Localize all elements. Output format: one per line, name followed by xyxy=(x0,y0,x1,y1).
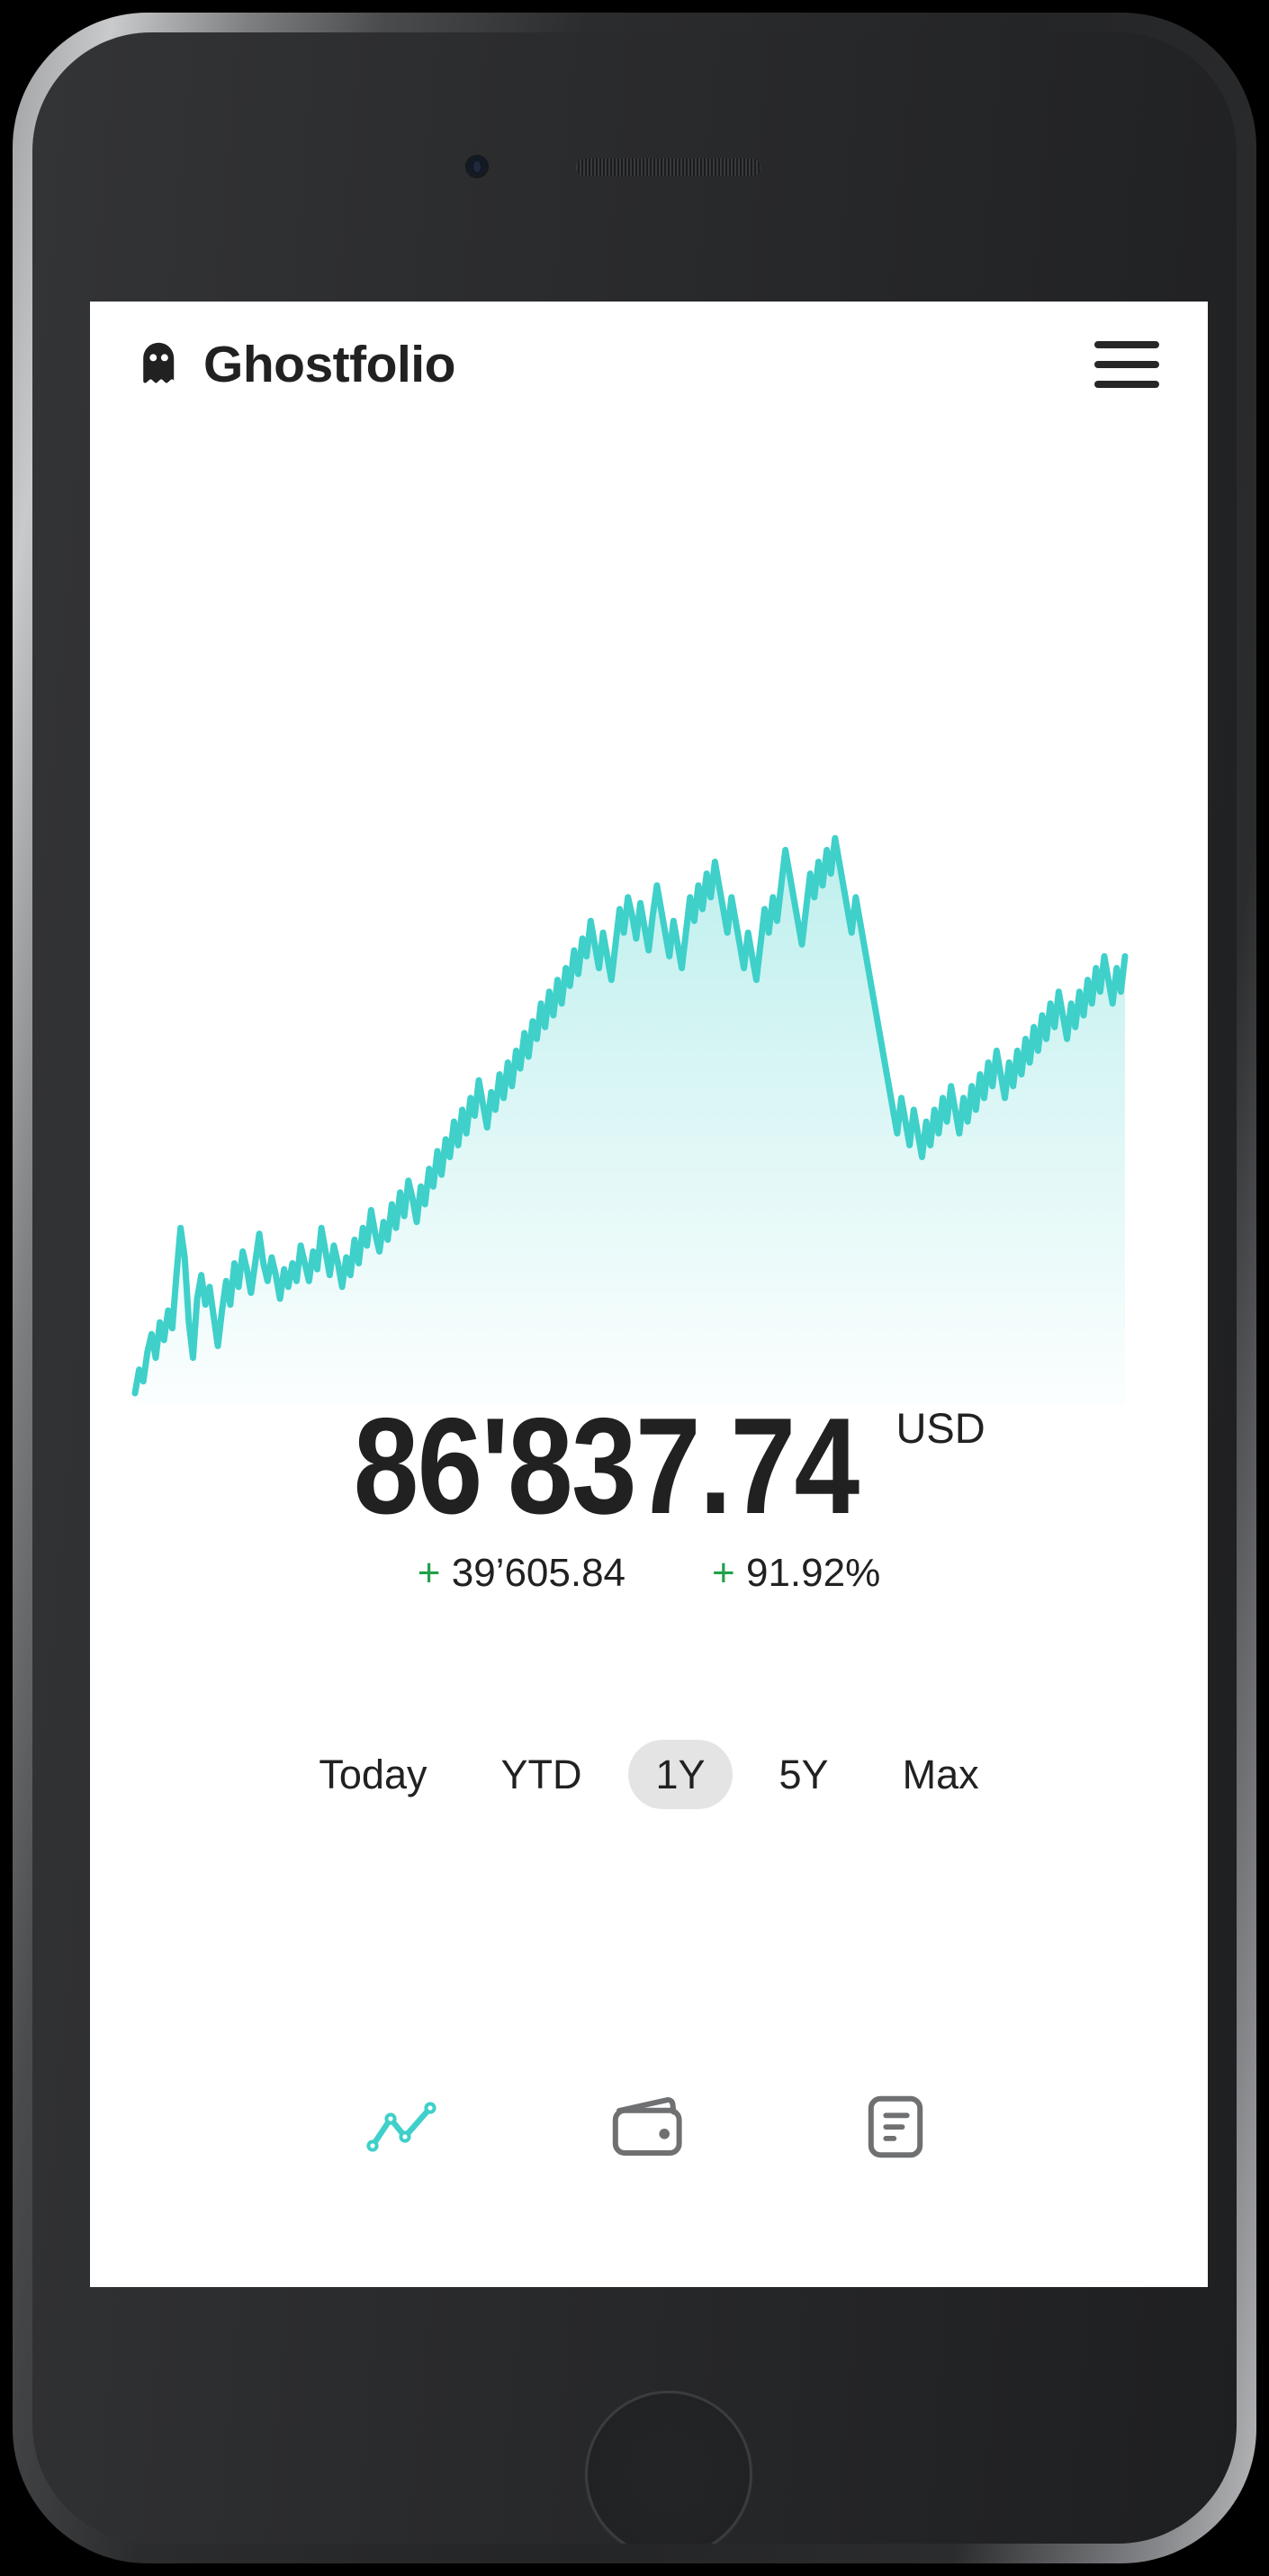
nav-item-analytics[interactable] xyxy=(348,2082,456,2172)
phone-device-frame: Ghostfolio xyxy=(13,13,1256,2563)
earpiece-speaker xyxy=(576,158,760,176)
portfolio-chart-svg xyxy=(131,834,1129,1405)
percent-change-value: 91.92% xyxy=(745,1551,881,1595)
absolute-change-sign: + xyxy=(417,1551,441,1595)
bottom-navigation xyxy=(90,2082,1208,2172)
portfolio-value: 86'837.74 xyxy=(353,1390,860,1543)
front-camera-icon xyxy=(465,155,489,178)
analytics-line-chart-icon xyxy=(366,2102,436,2152)
range-chip-5y[interactable]: 5Y xyxy=(752,1740,856,1809)
range-chip-max[interactable]: Max xyxy=(876,1740,1006,1809)
summary-document-icon xyxy=(868,2095,923,2158)
home-button[interactable] xyxy=(585,2391,752,2544)
range-chip-1y[interactable]: 1Y xyxy=(628,1740,733,1809)
menu-bar-2 xyxy=(1094,361,1159,368)
phone-screen: Ghostfolio xyxy=(90,302,1208,2287)
nav-item-wallet[interactable] xyxy=(595,2082,703,2172)
brand-name: Ghostfolio xyxy=(203,335,455,393)
wallet-icon xyxy=(612,2097,682,2156)
app-header: Ghostfolio xyxy=(90,302,1208,428)
menu-bar-1 xyxy=(1094,341,1159,348)
absolute-change: + 39’605.84 xyxy=(418,1551,626,1596)
ghost-icon xyxy=(143,342,175,383)
percent-change: + 91.92% xyxy=(712,1551,880,1596)
portfolio-value-row: 86'837.74 USD xyxy=(312,1390,986,1543)
hamburger-menu-icon[interactable] xyxy=(1089,327,1165,402)
menu-bar-3 xyxy=(1094,381,1159,388)
portfolio-value-block: 86'837.74 USD + 39’605.84 + 91.92% xyxy=(90,1398,1208,1596)
absolute-change-value: 39’605.84 xyxy=(451,1551,626,1595)
date-range-selector: Today YTD 1Y 5Y Max xyxy=(90,1740,1208,1809)
range-chip-ytd[interactable]: YTD xyxy=(473,1740,608,1809)
range-chip-today[interactable]: Today xyxy=(292,1740,454,1809)
brand-logo-link[interactable]: Ghostfolio xyxy=(135,335,455,393)
chart-line xyxy=(131,834,1129,1397)
phone-body: Ghostfolio xyxy=(32,32,1237,2544)
nav-item-summary[interactable] xyxy=(842,2082,950,2172)
chart-area-fill xyxy=(135,838,1125,1405)
portfolio-change-row: + 39’605.84 + 91.92% xyxy=(90,1551,1208,1596)
portfolio-performance-chart[interactable] xyxy=(90,806,1208,1409)
percent-change-sign: + xyxy=(712,1551,735,1595)
portfolio-currency: USD xyxy=(896,1404,986,1452)
